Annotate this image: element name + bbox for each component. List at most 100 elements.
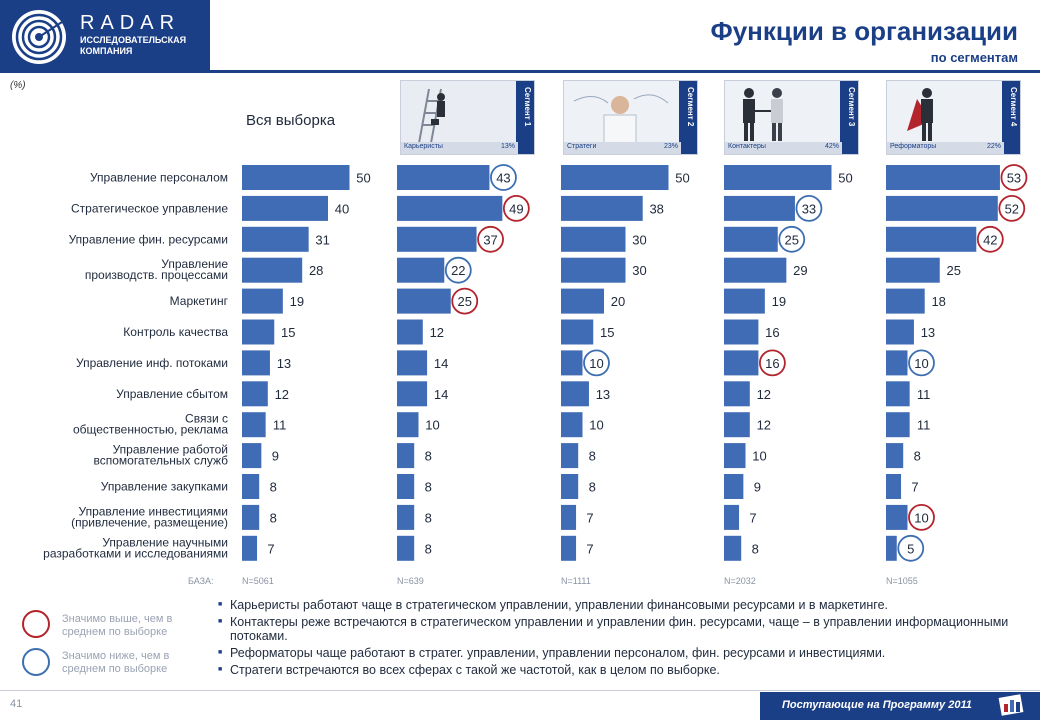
segment-name: Карьеристы	[404, 143, 443, 150]
brand-subtitle: ИССЛЕДОВАТЕЛЬСКАЯ КОМПАНИЯ	[80, 35, 187, 56]
data-label: 52	[1005, 201, 1019, 216]
legend-lower-text: Значимо ниже, чем в среднем по выборке	[62, 650, 170, 675]
bar	[724, 350, 759, 376]
segment-strip: Реформаторы 22%	[887, 142, 1004, 154]
bar	[397, 504, 415, 530]
data-label: 8	[270, 510, 277, 525]
bar	[724, 474, 744, 499]
data-label: 14	[434, 387, 448, 402]
data-label: 8	[752, 541, 759, 556]
bar	[724, 319, 759, 345]
data-label: 8	[270, 480, 277, 495]
higher-marker	[998, 195, 1026, 222]
brand-name: RADAR	[80, 12, 181, 34]
data-label: 7	[267, 541, 274, 556]
conclusion-item: Реформаторы чаще работают в стратег. упр…	[218, 646, 1018, 660]
data-label: 25	[458, 294, 472, 309]
bar	[724, 412, 750, 438]
lower-marker	[778, 225, 806, 253]
whole-sample-title: Вся выборка	[246, 112, 336, 129]
segment-strip: Контактеры 42%	[725, 142, 842, 154]
data-label: 11	[273, 418, 287, 433]
bar	[886, 443, 904, 469]
bar	[886, 474, 902, 499]
unit-note: (%)	[10, 80, 26, 91]
header: RADAR ИССЛЕДОВАТЕЛЬСКАЯ КОМПАНИЯ Функции…	[0, 0, 1040, 73]
data-label: 7	[586, 541, 593, 556]
bar	[886, 381, 910, 407]
base-count-label: N=1111	[561, 576, 591, 586]
data-label: 8	[425, 510, 432, 525]
footer-band	[760, 692, 1040, 720]
data-label: 42	[983, 232, 997, 247]
category-label: Управление закупками	[101, 480, 228, 494]
data-label: 53	[1007, 171, 1021, 186]
header-divider	[0, 70, 1040, 73]
program-logo-icon	[998, 694, 1024, 716]
bar	[242, 535, 258, 561]
data-label: 30	[632, 232, 646, 247]
data-label: 12	[275, 387, 289, 402]
higher-marker	[477, 225, 504, 253]
bar	[397, 288, 451, 314]
category-label: Связи с общественностью, реклама	[73, 412, 228, 437]
bar	[724, 195, 795, 221]
data-label: 16	[765, 356, 779, 371]
base-label: БАЗА:	[188, 576, 214, 586]
bar	[724, 381, 750, 407]
data-label: 29	[793, 263, 807, 278]
bar	[561, 443, 579, 469]
lower-marker	[908, 349, 935, 377]
segment-card-3: Сегмент 3 Контактеры 42%	[724, 80, 859, 155]
lower-marker	[583, 349, 610, 377]
data-label: 10	[914, 510, 928, 525]
category-label: Управление производств. процессами	[85, 257, 228, 282]
bar	[561, 350, 583, 376]
data-label: 9	[272, 449, 279, 464]
bar	[397, 226, 477, 252]
data-label: 8	[589, 449, 596, 464]
program-label: Поступающие на Программу 2011	[782, 699, 972, 711]
higher-marker	[976, 225, 1004, 253]
segment-side-band	[1002, 81, 1020, 154]
data-label: 40	[335, 201, 349, 216]
bar	[886, 226, 977, 252]
data-label: 8	[425, 480, 432, 495]
data-label: 38	[649, 201, 663, 216]
base-count-label: N=2032	[724, 576, 756, 586]
bar	[397, 350, 428, 376]
higher-marker	[502, 195, 530, 222]
segment-name: Контактеры	[728, 143, 766, 150]
data-label: 7	[911, 480, 918, 495]
bar	[886, 195, 998, 221]
bar	[886, 288, 925, 314]
segment-share: 42%	[824, 143, 839, 150]
data-label: 5	[907, 541, 914, 556]
bar	[561, 165, 669, 190]
bar	[561, 504, 577, 530]
page-number: 41	[10, 698, 23, 710]
bar	[397, 412, 419, 438]
data-label: 22	[451, 263, 465, 278]
higher-marker	[451, 287, 479, 315]
bar	[561, 535, 577, 561]
bar	[886, 165, 1000, 190]
data-label: 11	[917, 418, 931, 433]
bar	[561, 257, 626, 283]
category-label: Управление сбытом	[116, 387, 228, 401]
bar	[397, 443, 415, 469]
data-label: 9	[754, 480, 761, 495]
data-label: 16	[765, 325, 779, 340]
base-count-label: N=639	[397, 576, 424, 586]
bar	[397, 165, 490, 190]
category-label: Стратегическое управление	[71, 201, 228, 215]
segment-name: Стратеги	[567, 143, 597, 150]
data-label: 31	[315, 232, 329, 247]
data-label: 8	[425, 541, 432, 556]
higher-marker	[908, 503, 935, 531]
data-label: 8	[589, 480, 596, 495]
category-label: Управление работой вспомогательных служб	[93, 443, 228, 468]
bar	[724, 535, 742, 561]
data-label: 50	[675, 171, 689, 186]
bar	[242, 257, 303, 283]
